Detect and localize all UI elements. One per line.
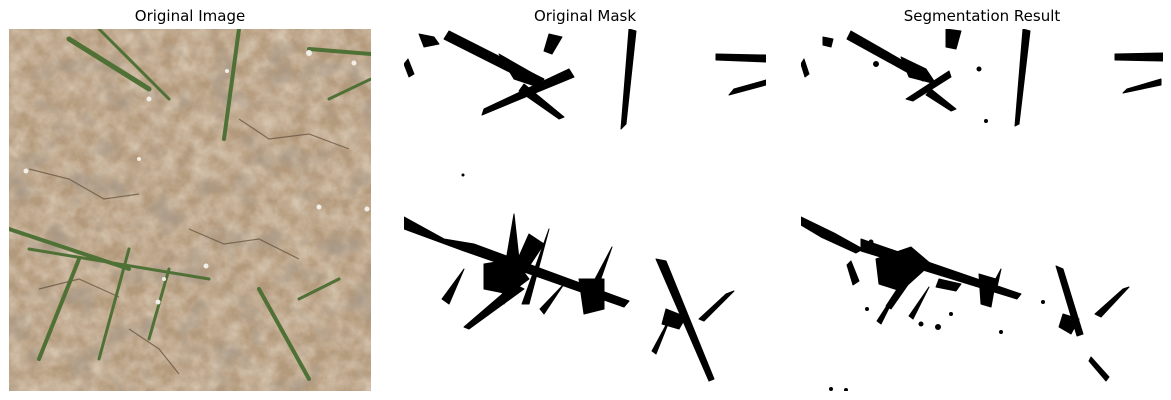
original-mask-title: Original Mask [533, 7, 637, 25]
original-mask-panel: Original Mask [404, 0, 766, 400]
segmentation-result [801, 29, 1163, 391]
original-image [9, 29, 371, 391]
original-mask [404, 29, 766, 391]
original-image-panel: Original Image [9, 0, 371, 400]
segmentation-result-title: Segmentation Result [903, 7, 1061, 25]
segmentation-result-panel: Segmentation Result [801, 0, 1163, 400]
original-image-title: Original Image [134, 7, 246, 25]
